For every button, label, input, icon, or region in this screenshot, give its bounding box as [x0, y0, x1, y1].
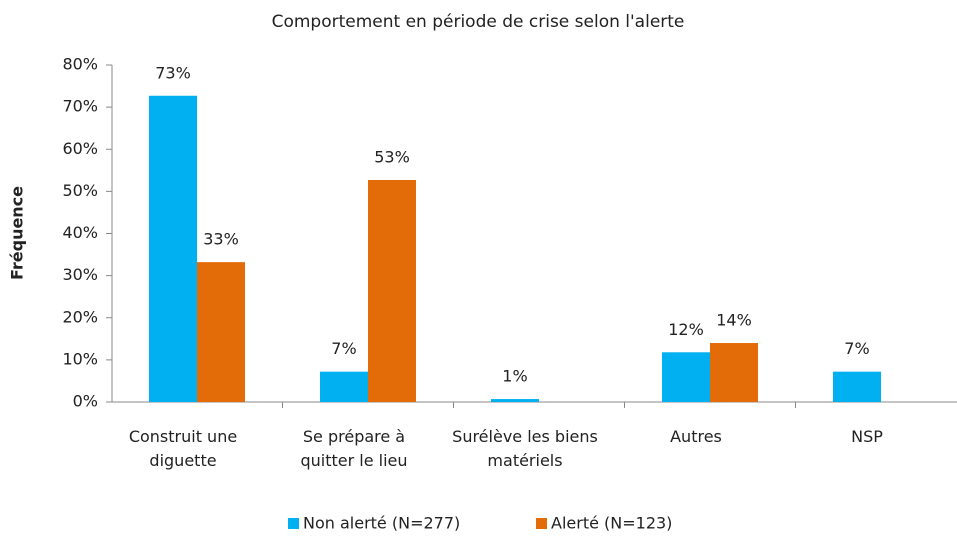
bar: [662, 352, 710, 402]
data-label: 53%: [374, 148, 410, 167]
data-label: 33%: [203, 230, 239, 249]
bar: [197, 262, 245, 402]
y-tick-label: 50%: [62, 181, 98, 200]
data-label: 1%: [502, 367, 527, 386]
data-label: 7%: [844, 339, 869, 358]
legend-swatch: [536, 518, 547, 529]
chart-title: Comportement en période de crise selon l…: [272, 12, 685, 32]
bar: [833, 371, 881, 402]
bar: [320, 371, 368, 402]
y-tick-label: 0%: [73, 392, 98, 411]
bar: [149, 95, 197, 402]
data-label: 14%: [716, 311, 752, 330]
legend-label: Alerté (N=123): [551, 514, 672, 533]
y-tick-label: 20%: [62, 307, 98, 326]
bar: [368, 180, 416, 402]
x-tick-label: Se prépare à quitter le lieu: [300, 427, 408, 470]
data-label: 7%: [331, 339, 356, 358]
x-tick-label: Surélève les biens matériels: [452, 427, 598, 470]
bar: [710, 343, 758, 402]
data-label: 73%: [155, 63, 191, 82]
bar: [491, 399, 539, 402]
y-tick-label: 80%: [62, 55, 98, 74]
legend-label: Non alerté (N=277): [303, 514, 460, 533]
y-tick-label: 70%: [62, 97, 98, 116]
y-axis-label: Fréquence: [8, 186, 27, 280]
x-tick-label: Autres: [670, 427, 722, 446]
y-tick-label: 10%: [62, 349, 98, 368]
y-tick-label: 60%: [62, 139, 98, 158]
x-tick-label: Construit une diguette: [128, 427, 238, 470]
x-tick-label: NSP: [851, 427, 883, 446]
y-tick-label: 40%: [62, 223, 98, 242]
y-tick-label: 30%: [62, 265, 98, 284]
legend-swatch: [288, 518, 299, 529]
data-label: 12%: [668, 320, 704, 339]
